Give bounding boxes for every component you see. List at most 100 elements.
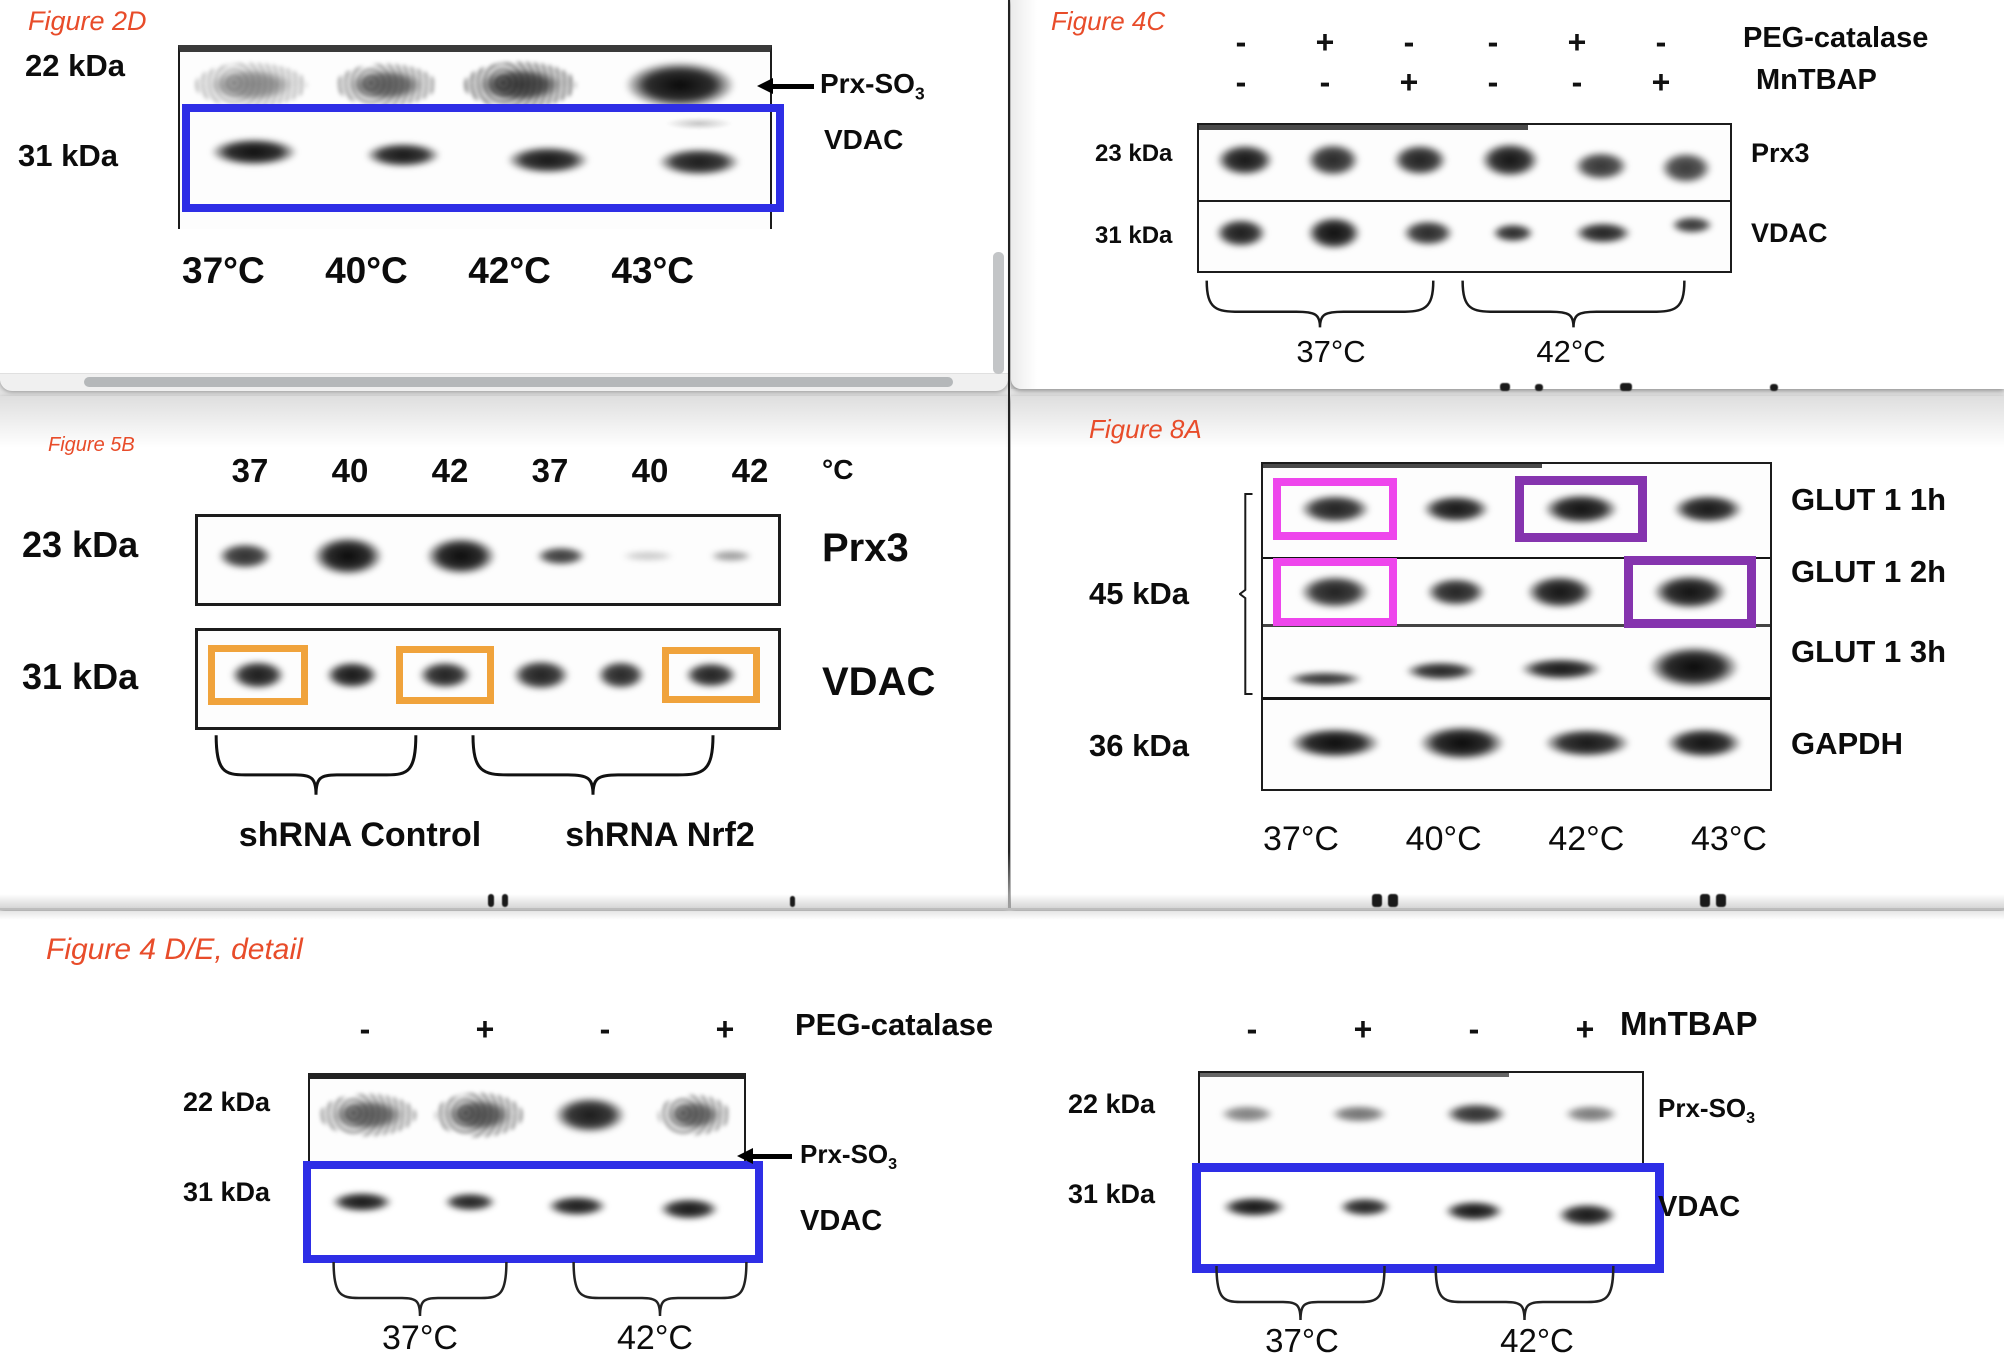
celsius-unit-label: °C <box>822 454 854 485</box>
band-highlight-box-orange <box>208 645 308 705</box>
array-item-label: 37°C <box>182 250 265 291</box>
band-wrap <box>195 63 307 107</box>
protein-band <box>1287 569 1383 615</box>
array-item-label: 37°C <box>1263 820 1339 858</box>
array-item-label: 37 <box>231 452 269 489</box>
blot-divider <box>1199 200 1730 202</box>
band-wrap <box>1210 1102 1284 1126</box>
band-wrap <box>335 64 436 106</box>
band-wrap <box>502 654 580 696</box>
band-wrap <box>1320 1102 1398 1126</box>
faint-ghost-band <box>665 117 733 130</box>
protein-band <box>1527 723 1646 763</box>
protein-band <box>536 1192 618 1220</box>
protein-band <box>434 1189 506 1215</box>
array-item-label: - <box>1235 64 1247 100</box>
protein-band <box>1563 218 1642 248</box>
band-wrap <box>1650 138 1721 190</box>
array-item-label: 42 <box>731 452 769 489</box>
protein-band <box>1554 1102 1628 1126</box>
blot-bands-prx3 <box>208 520 760 592</box>
band-wrap <box>1273 653 1377 689</box>
mw-label-31kda-left: 31 kDa <box>183 1177 271 1207</box>
mw-label-31kda: 31 kDa <box>18 138 118 173</box>
blot-bands-prx-so3-left <box>320 1083 730 1147</box>
protein-band <box>221 655 295 695</box>
band-wrap <box>351 135 454 172</box>
array-item-label: - <box>359 1011 371 1047</box>
clipped-glyph-artifact <box>1770 384 1778 391</box>
array-item-label: 42°C <box>1548 820 1625 858</box>
clipped-glyph-artifact <box>1500 383 1510 391</box>
array-item-label: 37 <box>531 452 569 489</box>
array-item-label: - <box>1487 64 1499 100</box>
protein-band <box>1514 569 1607 615</box>
band-wrap <box>612 549 685 563</box>
protein-band <box>1210 1102 1284 1126</box>
blot-bands-prx3 <box>1206 128 1721 192</box>
band-wrap <box>1273 722 1397 764</box>
highlight-box-vdac-blue-left <box>303 1161 763 1263</box>
protein-band <box>409 656 481 694</box>
band-wrap <box>434 1093 523 1137</box>
array-item-label: + <box>1651 64 1671 100</box>
bracket-37c-left <box>330 1259 510 1319</box>
mntbap-signs: - + - + <box>1237 1011 1600 1048</box>
band-wrap <box>1470 136 1551 184</box>
protein-band <box>464 62 577 108</box>
band-wrap <box>299 529 396 583</box>
bracket-37c-right <box>1213 1263 1388 1323</box>
array-item-label: + <box>1353 1011 1373 1047</box>
mw-label-45kda: 45 kDa <box>1089 576 1189 611</box>
vertical-scrollbar-thumb[interactable] <box>993 252 1004 374</box>
bracket-37c <box>1202 278 1438 330</box>
band-wrap <box>1514 569 1607 615</box>
band-wrap <box>464 62 577 108</box>
band-wrap <box>588 655 654 695</box>
protein-band <box>1650 146 1721 190</box>
array-item-label: - <box>599 1011 611 1047</box>
array-item-label: 40°C <box>1405 820 1482 858</box>
temperature-labels: 37°C 40°C 42°C 43°C <box>182 250 694 292</box>
band-wrap <box>701 548 760 564</box>
peg-catalase-signs: - + - + <box>350 1011 740 1048</box>
temp-42c-left: 42°C <box>617 1319 693 1357</box>
clipped-glyph-artifact <box>790 896 795 907</box>
band-wrap <box>1554 1102 1628 1126</box>
bracket-shrna-control <box>212 732 420 798</box>
protein-band <box>588 655 654 695</box>
temp-42c: 42°C <box>1536 334 1606 369</box>
prx3-label: Prx3 <box>822 526 909 570</box>
protein-band <box>1638 568 1741 616</box>
band-wrap <box>1432 1193 1515 1225</box>
clipped-glyph-artifact <box>1620 383 1632 391</box>
bracket-42c-right <box>1432 1263 1617 1323</box>
protein-band <box>1329 1194 1402 1220</box>
blot-bands-vdac-left <box>320 1171 730 1233</box>
protein-band <box>320 1094 416 1136</box>
mw-label-31kda: 31 kDa <box>22 656 139 697</box>
blot-top-bar <box>1200 1073 1510 1077</box>
clipped-glyph-artifact <box>1388 894 1398 907</box>
array-item-label: - <box>1319 64 1331 100</box>
array-item-label: - <box>1655 24 1667 60</box>
figure-8a-title: Figure 8A <box>1089 414 1202 444</box>
protein-band <box>1660 489 1756 529</box>
band-wrap <box>195 133 313 171</box>
blot-bands-gapdh <box>1273 706 1756 780</box>
mw-label-22kda: 22 kDa <box>25 48 125 83</box>
row-divider-2 <box>1263 624 1770 627</box>
band-wrap <box>1660 489 1756 529</box>
horizontal-scrollbar-thumb[interactable] <box>84 377 953 387</box>
blot-bands-glut1-1h <box>1273 470 1756 548</box>
band-wrap <box>1414 572 1497 612</box>
band-wrap <box>208 538 282 574</box>
blot-bands-prx-so3-right <box>1210 1083 1628 1145</box>
mw-label-23kda: 23 kDa <box>22 524 139 565</box>
protein-band <box>1434 1099 1518 1129</box>
array-item-label: - <box>1571 64 1583 100</box>
band-wrap <box>492 133 605 179</box>
mntbap-label: MnTBAP <box>1620 1005 1758 1042</box>
band-wrap <box>320 1188 404 1216</box>
band-wrap <box>526 543 595 569</box>
